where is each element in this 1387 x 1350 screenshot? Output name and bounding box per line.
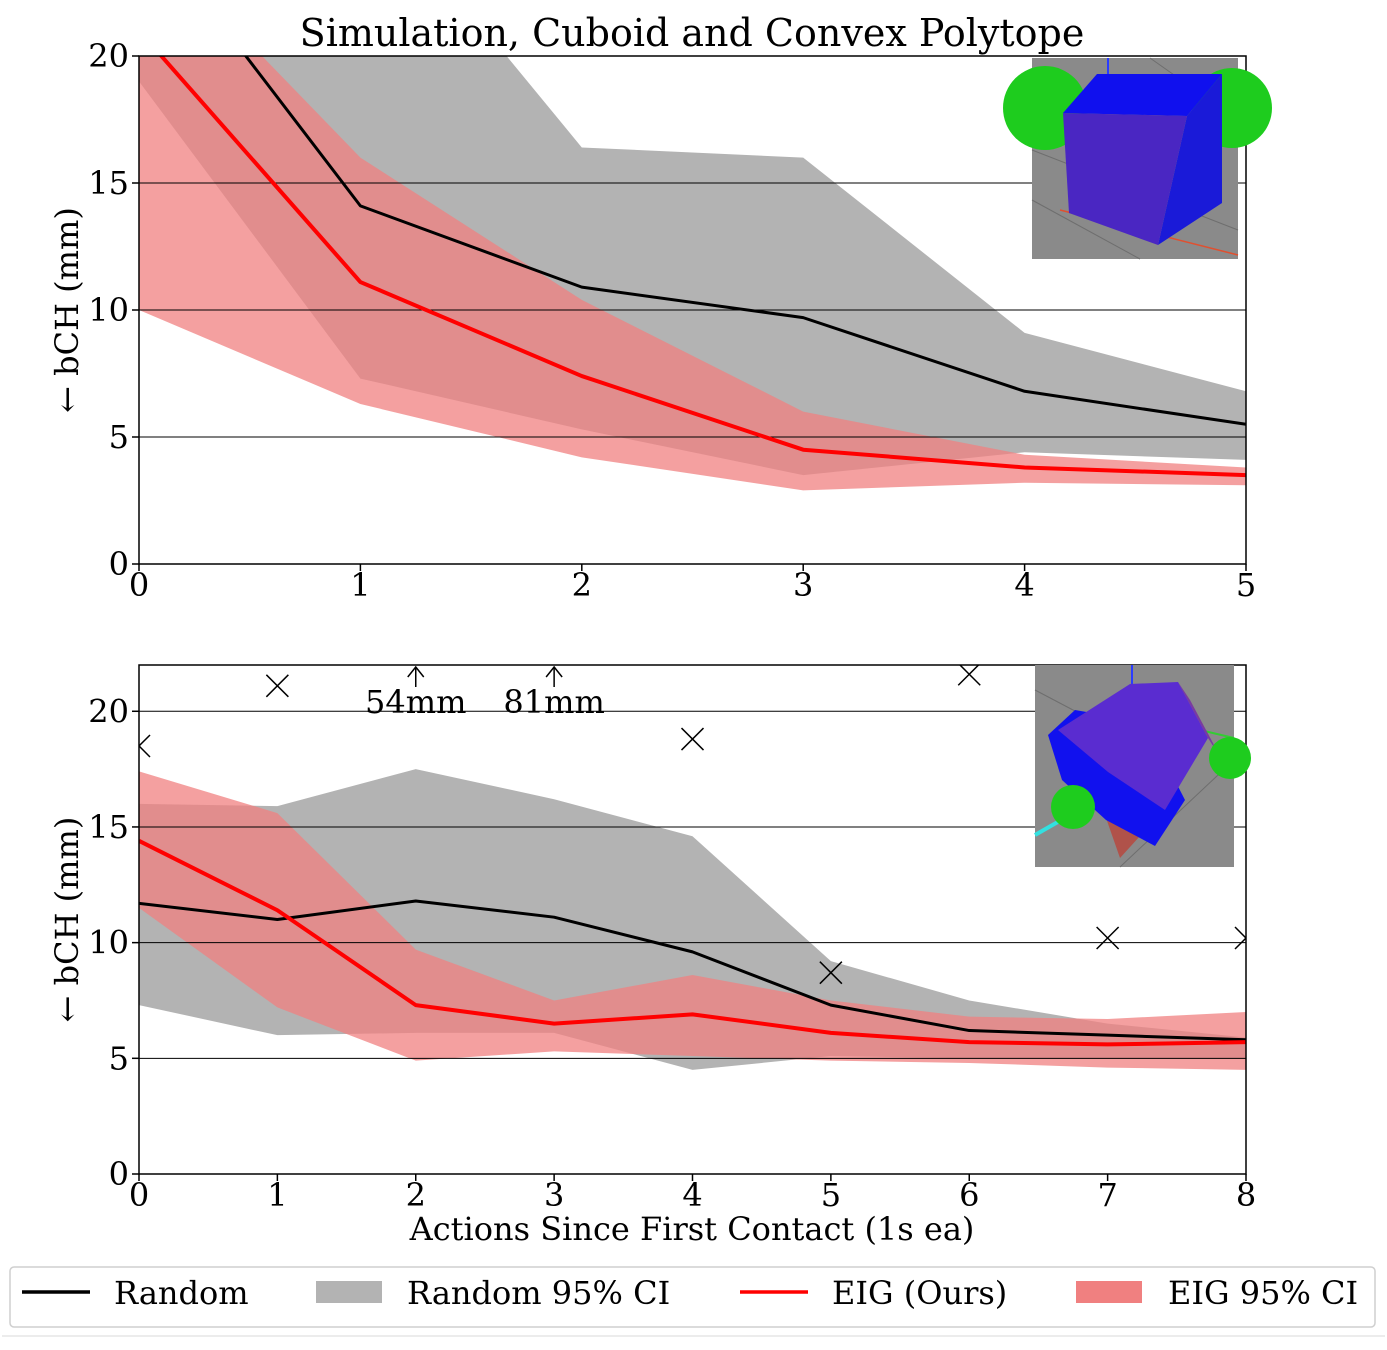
top-random-line — [243, 56, 1246, 426]
figure-title: Simulation, Cuboid and Convex Polytope — [300, 11, 1085, 55]
top-ylabel: ← bCH (mm) — [48, 207, 86, 413]
top-xtick-label: 1 — [350, 566, 370, 604]
bottom-panel: 54mm 81mm 0 1 2 3 4 5 6 7 8 0 5 10 15 20 ← bCH (mm) Actio… — [48, 664, 1256, 1248]
bottom-outlier-marker — [1096, 926, 1120, 950]
legend-random-label: Random — [114, 1274, 249, 1312]
legend-eig-ci-label: EIG 95% CI — [1168, 1274, 1358, 1312]
top-eig-ci-band — [139, 56, 1246, 491]
bottom-xtick-label: 5 — [821, 1176, 841, 1214]
bottom-outlier-marker — [265, 674, 289, 698]
top-xtick-label: 2 — [572, 566, 592, 604]
bottom-offscale-annotation: 81mm — [503, 665, 605, 721]
top-ytick-label: 20 — [88, 37, 129, 75]
bottom-random-line — [139, 899, 1246, 1042]
bottom-outlier-marker — [1234, 926, 1246, 950]
bottom-ylabel: ← bCH (mm) — [48, 817, 86, 1023]
bottom-outlier-marker — [819, 961, 843, 985]
top-ytick-label: 10 — [88, 291, 129, 329]
bottom-series-group — [139, 665, 1246, 1070]
top-xtick-label: 5 — [1236, 566, 1256, 604]
bottom-eig-ci-band — [139, 771, 1246, 1070]
top-xtick-label: 4 — [1014, 566, 1034, 604]
legend: Random Random 95% CI EIG (Ours) EIG 95% … — [2, 1266, 1385, 1337]
top-panel: 0 1 2 3 4 5 0 5 10 15 20 ← bCH (mm) — [48, 37, 1272, 604]
legend-eig-ci-swatch — [1076, 1281, 1142, 1303]
bottom-annotation-label: 54mm — [365, 683, 466, 721]
top-series-group — [139, 56, 1246, 491]
cuboid-inset-image — [1003, 57, 1272, 260]
legend-random-ci-swatch — [316, 1281, 382, 1303]
bottom-xtick-label: 8 — [1236, 1176, 1256, 1214]
legend-eig-label: EIG (Ours) — [832, 1274, 1007, 1312]
bottom-ytick-label: 5 — [109, 1039, 129, 1077]
bottom-offscale-annotation: 54mm — [365, 665, 466, 721]
bottom-xtick-label: 1 — [267, 1176, 287, 1214]
bottom-ytick-label: 10 — [88, 924, 129, 962]
bottom-xtick-label: 0 — [129, 1176, 149, 1214]
top-eig-line — [158, 56, 1246, 478]
bottom-xtick-label: 3 — [544, 1176, 564, 1214]
bottom-xtick-label: 7 — [1097, 1176, 1117, 1214]
legend-random-ci-label: Random 95% CI — [407, 1274, 670, 1312]
bottom-outlier-marker — [139, 734, 151, 758]
x-axis-label: Actions Since First Contact (1s ea) — [409, 1210, 975, 1248]
polytope-inset-image — [1034, 665, 1251, 868]
bottom-xtick-label: 6 — [959, 1176, 979, 1214]
bottom-xtick-label: 4 — [682, 1176, 702, 1214]
bottom-annotation-label: 81mm — [503, 683, 604, 721]
bottom-outlier-marker — [680, 727, 705, 751]
bottom-ytick-label: 0 — [109, 1155, 129, 1193]
top-plot-area: 0 1 2 3 4 5 0 5 10 15 20 ← bCH (mm) — [48, 37, 1256, 604]
bottom-plot-area: 54mm 81mm 0 1 2 3 4 5 6 7 8 0 5 10 15 20 ← bCH (mm) Actio… — [48, 664, 1256, 1248]
top-xtick-label: 0 — [129, 566, 149, 604]
bottom-xtick-label: 2 — [406, 1176, 426, 1214]
bottom-outlier-marker — [957, 665, 981, 686]
top-ytick-label: 15 — [88, 164, 129, 202]
bottom-eig-line — [139, 839, 1246, 1047]
bottom-ytick-label: 20 — [88, 692, 129, 730]
top-xtick-label: 3 — [793, 566, 813, 604]
top-ytick-label: 5 — [109, 418, 129, 456]
top-ytick-label: 0 — [109, 545, 129, 583]
bottom-ytick-label: 15 — [88, 808, 129, 846]
